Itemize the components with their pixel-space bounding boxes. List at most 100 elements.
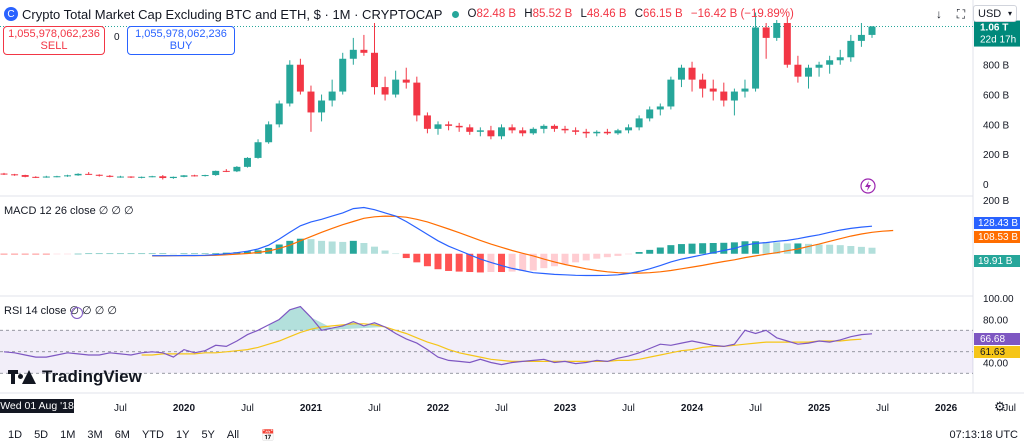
currency-select[interactable]: USD ▾ [973, 5, 1017, 22]
candle-body[interactable] [318, 100, 326, 113]
candle-body[interactable] [42, 176, 50, 178]
candle-body[interactable] [434, 124, 442, 129]
range-all[interactable]: All [226, 429, 240, 441]
candle-body[interactable] [794, 64, 802, 77]
macd-title[interactable]: MACD 12 26 close ∅ ∅ ∅ [4, 205, 134, 217]
candle-body[interactable] [677, 67, 685, 80]
candle-body[interactable] [254, 142, 262, 158]
tradingview-logo[interactable]: TradingView [8, 367, 142, 387]
candle-body[interactable] [360, 49, 368, 53]
candle-body[interactable] [445, 124, 453, 126]
buy-button[interactable]: 1,055,978,062,236 BUY [127, 26, 235, 55]
candle-body[interactable] [307, 91, 315, 113]
candle-body[interactable] [423, 115, 431, 129]
candle-body[interactable] [582, 131, 590, 134]
date-range-calendar-icon[interactable]: 📅 [261, 429, 275, 442]
candle-body[interactable] [741, 88, 749, 92]
candle-body[interactable] [455, 125, 463, 128]
candle-body[interactable] [64, 175, 72, 177]
candle-body[interactable] [720, 91, 728, 101]
candle-body[interactable] [508, 127, 516, 131]
candle-body[interactable] [402, 79, 410, 83]
candle-body[interactable] [85, 173, 93, 175]
range-5d[interactable]: 5D [34, 429, 49, 441]
rsi-title-row[interactable]: RSI 14 close ∅ ∅ ∅ ∅ [4, 304, 117, 317]
utc-clock[interactable]: 07:13:18 UTC [949, 429, 1018, 441]
candle-body[interactable] [275, 103, 283, 125]
range-1y[interactable]: 1Y [175, 429, 190, 441]
candle-body[interactable] [159, 176, 167, 179]
candle-body[interactable] [11, 174, 19, 176]
symbol-title[interactable]: Crypto Total Market Cap Excluding BTC an… [22, 6, 443, 22]
fullscreen-icon[interactable]: ⛶ [956, 6, 966, 21]
range-3m[interactable]: 3M [87, 429, 103, 441]
range-5y[interactable]: 5Y [201, 429, 215, 441]
candle-body[interactable] [32, 176, 40, 178]
candle-body[interactable] [233, 166, 241, 172]
candle-body[interactable] [487, 130, 495, 137]
candle-body[interactable] [265, 124, 273, 143]
candle-body[interactable] [74, 173, 82, 176]
rsi-settings-icon[interactable] [68, 304, 83, 322]
candle-body[interactable] [752, 27, 760, 89]
download-arrow-icon[interactable]: ↓ [936, 7, 942, 21]
candle-body[interactable] [603, 131, 611, 134]
candle-body[interactable] [328, 91, 336, 101]
candle-body[interactable] [857, 34, 865, 41]
candle-body[interactable] [773, 22, 781, 38]
candle-body[interactable] [804, 67, 812, 77]
candle-body[interactable] [476, 130, 484, 132]
candle-body[interactable] [392, 79, 400, 95]
candle-body[interactable] [625, 127, 633, 131]
candle-body[interactable] [0, 173, 8, 175]
candle-body[interactable] [868, 26, 876, 35]
candle-body[interactable] [550, 125, 558, 129]
candle-body[interactable] [614, 130, 622, 134]
candle-body[interactable] [847, 40, 855, 58]
candle-body[interactable] [21, 175, 29, 177]
candle-body[interactable] [201, 175, 209, 177]
candle-body[interactable] [222, 170, 230, 172]
candle-body[interactable] [169, 176, 177, 179]
candle-body[interactable] [95, 174, 103, 176]
candle-body[interactable] [180, 175, 188, 177]
candle-body[interactable] [339, 58, 347, 92]
candle-body[interactable] [815, 64, 823, 68]
candle-body[interactable] [148, 176, 156, 178]
candle-body[interactable] [529, 128, 537, 134]
candle-body[interactable] [127, 176, 135, 178]
candle-body[interactable] [191, 175, 199, 177]
candle-body[interactable] [572, 130, 580, 132]
candle-body[interactable] [519, 130, 527, 134]
candle-body[interactable] [466, 127, 474, 132]
candle-body[interactable] [646, 109, 654, 119]
candle-body[interactable] [116, 176, 124, 178]
candle-body[interactable] [709, 88, 717, 92]
candle-body[interactable] [212, 170, 220, 176]
candle-body[interactable] [106, 175, 114, 177]
candle-body[interactable] [826, 60, 834, 65]
candle-body[interactable] [138, 176, 146, 178]
candle-body[interactable] [730, 91, 738, 101]
candle-body[interactable] [53, 176, 61, 178]
candle-body[interactable] [370, 52, 378, 88]
candle-body[interactable] [667, 79, 675, 107]
candle-body[interactable] [593, 131, 601, 134]
range-1m[interactable]: 1M [60, 429, 76, 441]
sell-button[interactable]: 1,055,978,062,236 SELL [3, 26, 105, 55]
candle-body[interactable] [413, 82, 421, 116]
candle-body[interactable] [286, 64, 294, 104]
candle-body[interactable] [561, 128, 569, 131]
candle-body[interactable] [349, 49, 357, 59]
candle-body[interactable] [381, 87, 389, 95]
candle-body[interactable] [296, 64, 304, 92]
candle-body[interactable] [635, 118, 643, 128]
alert-lightning-icon[interactable] [860, 178, 876, 194]
axis-settings-gear-icon[interactable]: ⚙ [994, 399, 1006, 414]
range-1d[interactable]: 1D [8, 429, 23, 441]
candle-body[interactable] [836, 57, 844, 61]
candle-body[interactable] [688, 67, 696, 80]
candle-body[interactable] [540, 125, 548, 129]
candle-body[interactable] [762, 27, 770, 38]
